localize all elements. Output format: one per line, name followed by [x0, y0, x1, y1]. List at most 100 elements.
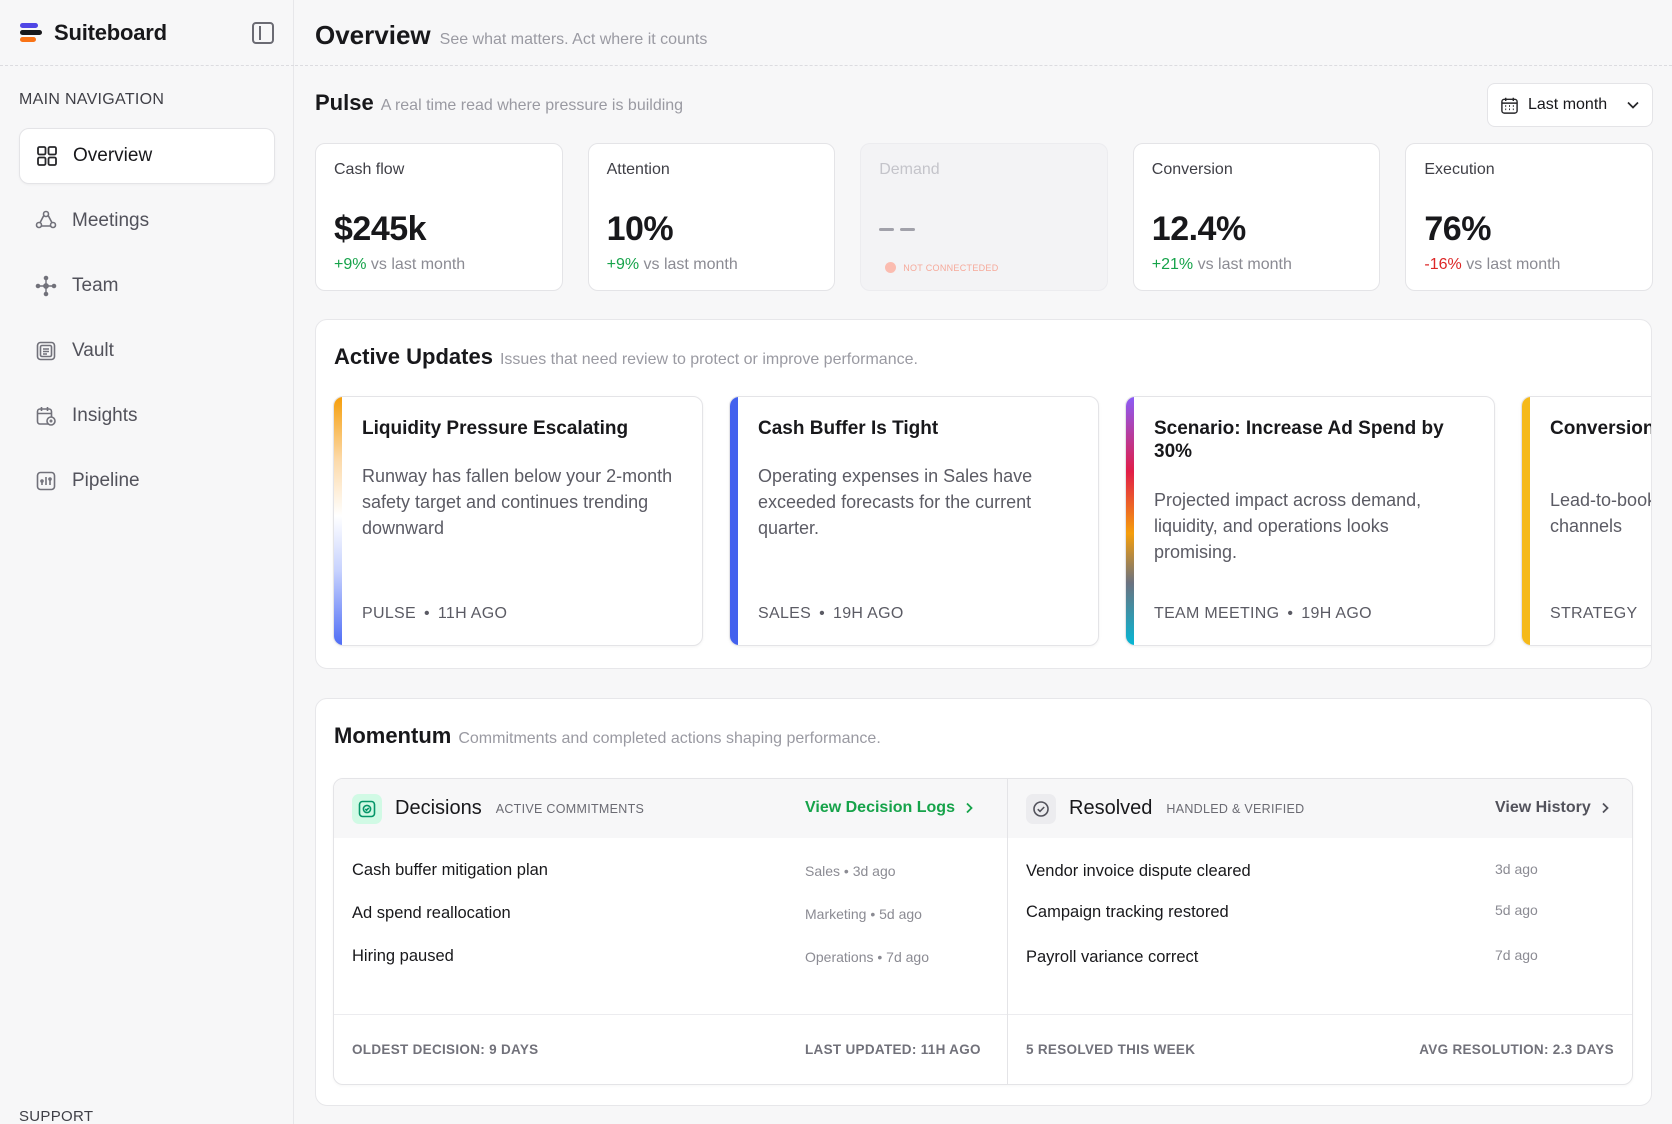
sidebar-item-vault[interactable]: Vault	[19, 323, 275, 379]
sidebar-item-label: Pipeline	[72, 470, 140, 491]
update-card[interactable]: Liquidity Pressure Escalating Runway has…	[333, 396, 703, 646]
pipeline-icon	[36, 471, 56, 491]
view-decision-logs-link[interactable]: View Decision Logs	[805, 799, 975, 817]
decisions-footer: OLDEST DECISION: 9 DAYS LAST UPDATED: 11…	[334, 1014, 1007, 1084]
resolved-row-meta: 5d ago	[1495, 902, 1538, 918]
decision-row[interactable]: Cash buffer mitigation plan	[352, 861, 548, 879]
decision-row[interactable]: Ad spend reallocation	[352, 904, 511, 922]
chevron-right-icon	[966, 802, 973, 814]
decisions-title: Decisions	[395, 797, 482, 819]
update-source: PULSE	[362, 605, 416, 622]
resolved-tag: HANDLED & VERIFIED	[1166, 801, 1305, 816]
kpi-empty-value	[879, 228, 916, 231]
sidebar-item-insights[interactable]: Insights	[19, 388, 275, 444]
kpi-delta-suffix: vs last month	[370, 256, 466, 273]
update-card[interactable]: Cash Buffer Is Tight Operating expenses …	[729, 396, 1099, 646]
sidebar-item-label: Meetings	[72, 210, 150, 231]
kpi-delta: -16% vs last month	[1424, 256, 1560, 274]
connection-status: NOT CONNECTEDED	[885, 262, 998, 273]
kpi-card-demand: Demand NOT CONNECTEDED	[860, 143, 1108, 291]
footer-resolved-count: 5 RESOLVED THIS WEEK	[1026, 1042, 1196, 1057]
kpi-value: 10%	[606, 210, 674, 248]
kpi-delta-value: +9%	[334, 256, 367, 273]
decision-row-meta: Sales • 3d ago	[805, 863, 896, 879]
kpi-label: Cash flow	[334, 161, 405, 178]
view-history-link[interactable]: View History	[1495, 799, 1611, 817]
kpi-label: Execution	[1424, 161, 1495, 178]
brand[interactable]: Suiteboard	[20, 18, 167, 48]
sidebar-item-pipeline[interactable]: Pipeline	[19, 453, 275, 509]
update-meta: STRATEGY	[1550, 605, 1637, 623]
kpi-card-attention[interactable]: Attention 10% +9% vs last month	[587, 143, 836, 291]
updates-subtitle: Issues that need review to protect or im…	[499, 351, 918, 368]
kpi-card-cash-flow[interactable]: Cash flow $245k +9% vs last month	[315, 143, 563, 291]
update-card[interactable]: Scenario: Increase Ad Spend by 30% Proje…	[1125, 396, 1495, 646]
meetings-icon	[35, 210, 57, 229]
status-dot-icon	[885, 262, 897, 273]
resolved-row[interactable]: Payroll variance correct	[1026, 948, 1199, 966]
card-accent-bar	[1522, 397, 1530, 645]
card-accent-bar	[334, 397, 342, 645]
link-label: View Decision Logs	[805, 799, 955, 816]
kpi-card-execution[interactable]: Execution 76% -16% vs last month	[1405, 143, 1653, 291]
update-body: Projected impact across demand, liquidit…	[1154, 490, 1422, 562]
support-heading: SUPPORT	[19, 1108, 94, 1124]
kpi-row: Cash flow $245k +9% vs last month Attent…	[315, 143, 1653, 291]
resolved-row[interactable]: Vendor invoice dispute cleared	[1026, 862, 1251, 880]
update-meta: PULSE • 11H AGO	[362, 605, 508, 622]
link-label: View History	[1495, 799, 1591, 816]
page-title: Overview	[315, 20, 431, 50]
sidebar-item-label: Team	[72, 275, 119, 296]
update-body: Operating expenses in Sales have exceede…	[758, 466, 1033, 538]
update-title: Cash Buffer Is Tight	[758, 418, 939, 439]
decisions-tag: ACTIVE COMMITMENTS	[495, 801, 645, 816]
card-accent-bar	[730, 397, 738, 645]
sidebar: Suiteboard MAIN NAVIGATION Overview Meet…	[0, 0, 294, 1124]
sidebar-item-label: Insights	[72, 405, 138, 426]
kpi-delta: +9% vs last month	[607, 256, 738, 274]
pulse-subtitle: A real time read where pressure is build…	[380, 97, 684, 114]
footer-avg-resolution: AVG RESOLUTION: 2.3 DAYS	[1419, 1042, 1614, 1057]
divider	[295, 65, 1672, 66]
page-subtitle: See what matters. Act where it counts	[439, 31, 708, 48]
resolved-row-meta: 3d ago	[1495, 861, 1538, 877]
brand-name: Suiteboard	[54, 20, 167, 45]
chevron-down-icon	[1627, 101, 1639, 109]
update-card[interactable]: Conversion Campaigns Lead-to-booking dec…	[1521, 396, 1651, 646]
resolved-column: Resolved HANDLED & VERIFIED View History…	[1008, 779, 1632, 1084]
update-time: 11H AGO	[437, 605, 508, 622]
kpi-delta-suffix: vs last month	[1197, 256, 1292, 273]
kpi-delta-suffix: vs last month	[1466, 256, 1561, 273]
update-source: SALES	[758, 605, 812, 622]
nav-heading: MAIN NAVIGATION	[19, 91, 165, 108]
sidebar-item-team[interactable]: Team	[19, 258, 275, 314]
sidebar-item-meetings[interactable]: Meetings	[19, 193, 275, 249]
sidebar-item-overview[interactable]: Overview	[19, 128, 275, 184]
update-meta: SALES • 19H AGO	[758, 605, 904, 622]
kpi-delta-value: +9%	[606, 256, 640, 273]
resolved-header: Resolved HANDLED & VERIFIED View History	[1008, 779, 1632, 838]
update-title: Scenario: Increase Ad Spend by 30%	[1154, 418, 1444, 462]
decisions-column: Decisions ACTIVE COMMITMENTS View Decisi…	[334, 779, 1008, 1084]
suiteboard-logo-icon	[20, 22, 42, 44]
date-range-value: Last month	[1528, 96, 1608, 113]
kpi-card-conversion[interactable]: Conversion 12.4% +21% vs last month	[1132, 143, 1381, 291]
date-range-select[interactable]: Last month	[1487, 83, 1653, 127]
kpi-label: Conversion	[1151, 161, 1233, 178]
kpi-label: Attention	[606, 161, 670, 178]
active-updates-panel: Active Updates Issues that need review t…	[315, 319, 1652, 669]
momentum-title: Momentum	[334, 723, 452, 748]
team-icon	[35, 275, 57, 297]
grid-icon	[37, 146, 57, 166]
decision-row[interactable]: Hiring paused	[352, 947, 454, 965]
pulse-title: Pulse	[315, 90, 374, 115]
footer-last-updated: LAST UPDATED: 11H AGO	[805, 1042, 981, 1057]
pulse-header: Pulse A real time read where pressure is…	[315, 90, 683, 116]
kpi-delta: +9% vs last month	[334, 256, 465, 274]
resolved-row[interactable]: Campaign tracking restored	[1026, 903, 1229, 921]
decision-row-meta: Operations • 7d ago	[805, 949, 929, 965]
resolved-footer: 5 RESOLVED THIS WEEK AVG RESOLUTION: 2.3…	[1008, 1014, 1632, 1084]
decisions-header: Decisions ACTIVE COMMITMENTS View Decisi…	[334, 779, 1007, 838]
sidebar-toggle-icon[interactable]	[252, 22, 274, 44]
momentum-panel: Momentum Commitments and completed actio…	[315, 698, 1652, 1106]
